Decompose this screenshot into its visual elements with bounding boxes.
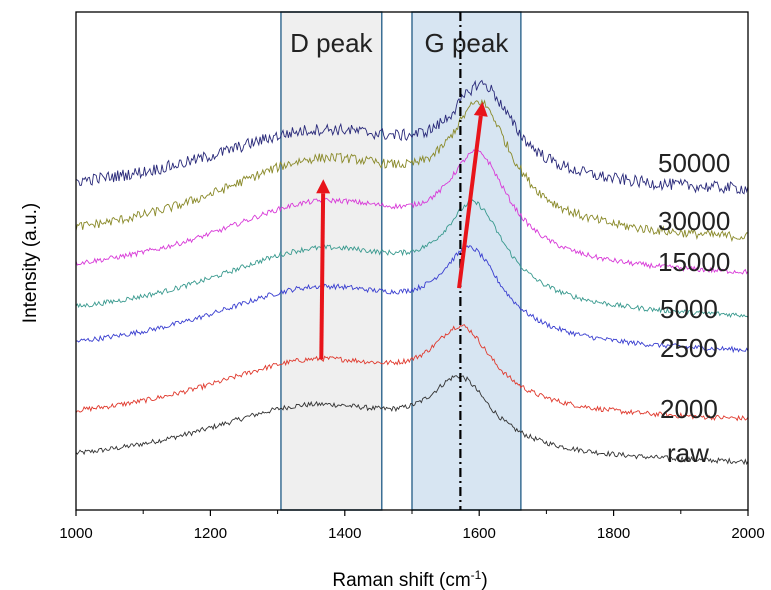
x-tick-label-1000: 1000 (59, 525, 92, 542)
x-tick-label-1400: 1400 (328, 525, 361, 542)
x-tick-label-1200: 1200 (194, 525, 227, 542)
x-tick-label-1800: 1800 (597, 525, 630, 542)
arrow-head-0 (316, 179, 331, 194)
x-tick-label-1600: 1600 (463, 525, 496, 542)
series-line-30000 (75, 98, 749, 243)
region-1 (411, 11, 522, 511)
region-label-1: G peak (425, 28, 510, 58)
shift-arrows (316, 101, 488, 360)
x-axis-title-sup: -1 (471, 568, 482, 582)
axes: 1000 1200 1400 1600 1800 2000 (59, 11, 765, 542)
series-line-15000 (75, 148, 749, 275)
series-label-5000: 5000 (660, 294, 718, 324)
series-label-50000: 50000 (658, 148, 730, 178)
series-label-2500: 2500 (660, 333, 718, 363)
series-label-30000: 30000 (658, 206, 730, 236)
arrow-shaft-1 (457, 115, 483, 289)
series-line-raw (75, 375, 749, 466)
series-labels: raw 2000 2500 5000 15000 30000 50000 (658, 148, 730, 468)
series-line-50000 (75, 79, 749, 195)
region-label-0: D peak (290, 28, 373, 58)
series-line-2000 (75, 324, 749, 422)
x-axis-title: Raman shift (cm-1) (332, 568, 487, 590)
series-line-5000 (75, 199, 749, 319)
spectra-series (75, 79, 749, 466)
arrow-head-1 (473, 101, 488, 117)
series-label-raw: raw (667, 438, 709, 468)
x-axis-title-tail: ) (481, 570, 487, 590)
series-label-2000: 2000 (660, 394, 718, 424)
x-axis-title-main: Raman shift (cm (332, 570, 470, 590)
series-label-15000: 15000 (658, 247, 730, 277)
region-0 (280, 11, 383, 511)
y-axis-title: Intensity (a.u.) (20, 203, 41, 323)
x-tick-label-2000: 2000 (731, 525, 764, 542)
series-line-2500 (75, 245, 749, 354)
arrow-shaft-0 (319, 193, 326, 360)
